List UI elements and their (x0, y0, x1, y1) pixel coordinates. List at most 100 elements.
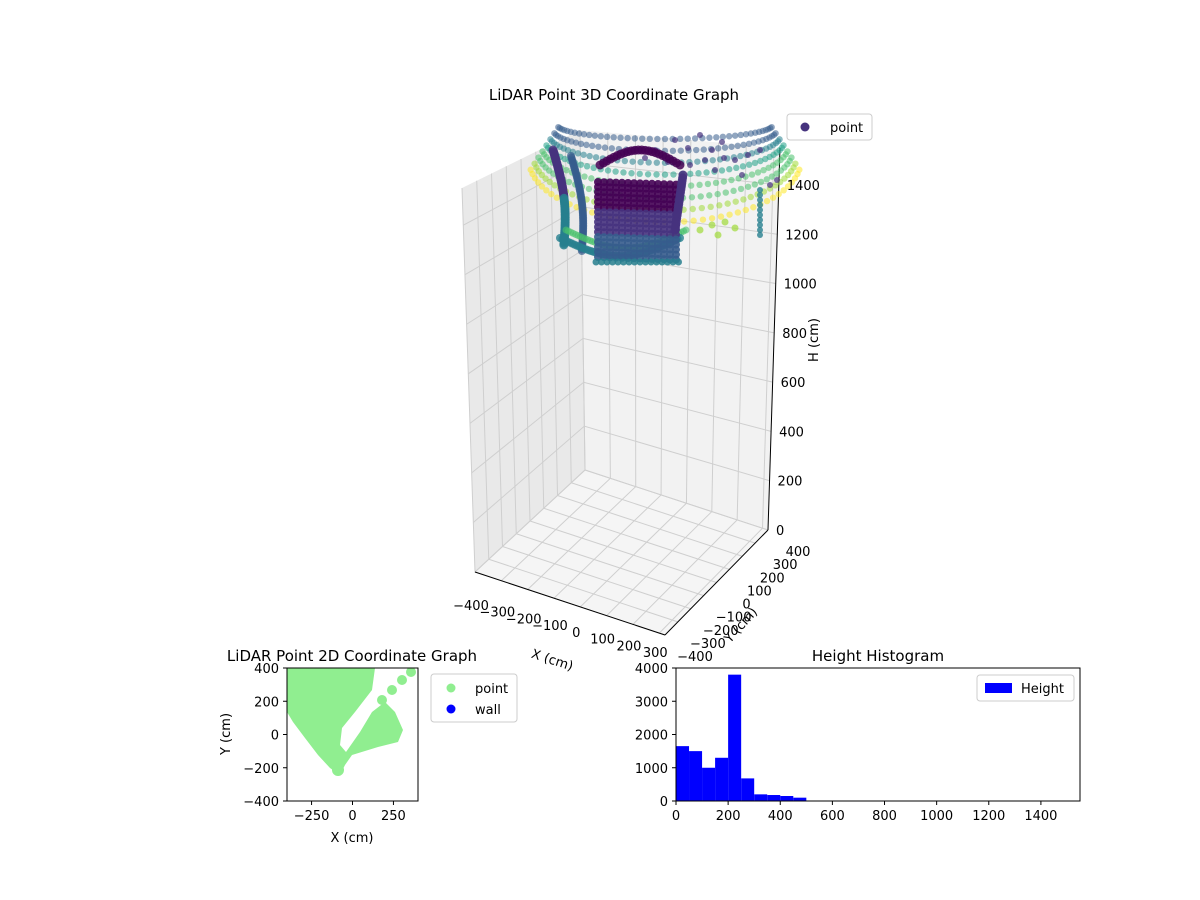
point-3d (728, 143, 735, 150)
point-3d (580, 151, 587, 158)
point-3d (677, 135, 684, 143)
point-3d (612, 168, 619, 175)
x-tick-label-2d: 0 (348, 809, 356, 824)
x-tick-label-3d: −300 (479, 606, 515, 621)
point-3d (757, 222, 763, 228)
point-3d (680, 218, 688, 225)
point-3d (592, 258, 600, 266)
legend-3d: point (786, 113, 873, 141)
point-3d (670, 171, 677, 178)
point-3d (732, 157, 738, 163)
z-ticks-3d: 0 200 400 600 800 1000 1200 1400 (776, 179, 820, 539)
point-3d (687, 162, 693, 168)
histogram-bar (767, 795, 781, 801)
y-tick-label-3d: 100 (747, 584, 772, 599)
point-3d (569, 191, 576, 198)
point-3d (772, 182, 779, 189)
grid-line-z (471, 381, 772, 474)
x-tick-label-2d: −250 (294, 809, 330, 824)
point-3d (730, 187, 737, 195)
legend-2d-point-marker (446, 683, 456, 693)
point-3d (772, 130, 779, 137)
point-3d (737, 152, 744, 160)
point-3d (620, 169, 627, 176)
point-3d (757, 212, 763, 218)
point-3d (784, 183, 792, 190)
z-tick-label-3d: 1400 (787, 179, 820, 194)
point-3d (714, 231, 722, 239)
point-3d (740, 196, 747, 203)
point-3d (757, 232, 763, 238)
y-tick-label-3d: −300 (690, 637, 726, 652)
y-tick-label-2d: 0 (271, 729, 279, 744)
point-3d (751, 159, 759, 167)
point-3d (553, 194, 561, 201)
x-ticks-2d: −250 0 250 (294, 801, 406, 824)
point-3d (709, 157, 716, 164)
x-tick-label-histogram: 600 (820, 809, 845, 824)
point-3d (763, 176, 770, 183)
point-3d (631, 258, 638, 266)
point-3d (757, 157, 764, 165)
point-3d (757, 187, 763, 193)
x-axis-label-3d: X (cm) (529, 647, 575, 675)
point-3d (581, 173, 588, 180)
histogram-bar (689, 751, 703, 801)
point-3d (733, 164, 740, 172)
point-3d (769, 194, 777, 201)
legend-2d: point wall (430, 673, 518, 723)
histogram-bar (715, 757, 729, 801)
x-axis-line (474, 571, 666, 636)
point-3d (725, 133, 733, 140)
point-3d (716, 202, 723, 209)
chart-2d: LiDAR Point 2D Coordinate Graph −250 0 250… (219, 647, 518, 846)
y-tick-label-histogram: 4000 (635, 662, 668, 677)
histogram-title: Height Histogram (812, 647, 944, 665)
x-tick-label-histogram: 1200 (972, 809, 1005, 824)
x-tick-label-histogram: 800 (872, 809, 897, 824)
point-cloud-3d (527, 123, 803, 266)
point-3d (757, 217, 763, 223)
y-tick-label-3d: 300 (773, 558, 798, 573)
point-cluster-2d (397, 675, 407, 685)
point-3d (757, 178, 765, 186)
point-3d (586, 152, 593, 160)
point-3d (714, 190, 721, 198)
point-3d (695, 170, 702, 177)
point-3d (703, 169, 710, 176)
point-3d (745, 152, 751, 158)
point-3d (792, 160, 799, 167)
point-3d (709, 147, 715, 153)
y-tick-label-2d: −200 (243, 762, 279, 777)
x-tick-label-histogram: 1000 (920, 809, 953, 824)
point-3d (748, 171, 756, 178)
point-3d (546, 178, 554, 186)
z-tick-label-3d: 1000 (784, 278, 817, 293)
point-3d (745, 161, 753, 168)
point-3d (551, 182, 558, 189)
point-3d (712, 167, 718, 173)
z-tick-label-3d: 800 (782, 327, 807, 342)
y-tick-label-histogram: 3000 (635, 695, 668, 710)
x-ticks-3d: −400−300−200−100 0 100 200 300 (453, 599, 668, 661)
point-3d (719, 133, 727, 141)
point-3d (687, 170, 694, 178)
point-3d (608, 145, 616, 152)
point-3d (721, 218, 729, 226)
point-3d (731, 132, 739, 139)
legend-3d-point-marker (800, 122, 810, 132)
point-3d (698, 204, 706, 212)
point-3d (760, 166, 767, 174)
x-tick-label-histogram: 1400 (1024, 809, 1057, 824)
point-3d (603, 133, 611, 141)
grid-line-z (474, 469, 769, 573)
legend-histogram: Height (976, 674, 1075, 702)
point-3d (734, 209, 742, 216)
point-3d (653, 258, 660, 266)
point-3d (757, 227, 763, 233)
point-3d (653, 159, 661, 166)
chart-histogram: Height Histogram 0 200 400 600 800 1000 1200 14… (635, 647, 1081, 824)
legend-histogram-swatch (985, 683, 1012, 693)
